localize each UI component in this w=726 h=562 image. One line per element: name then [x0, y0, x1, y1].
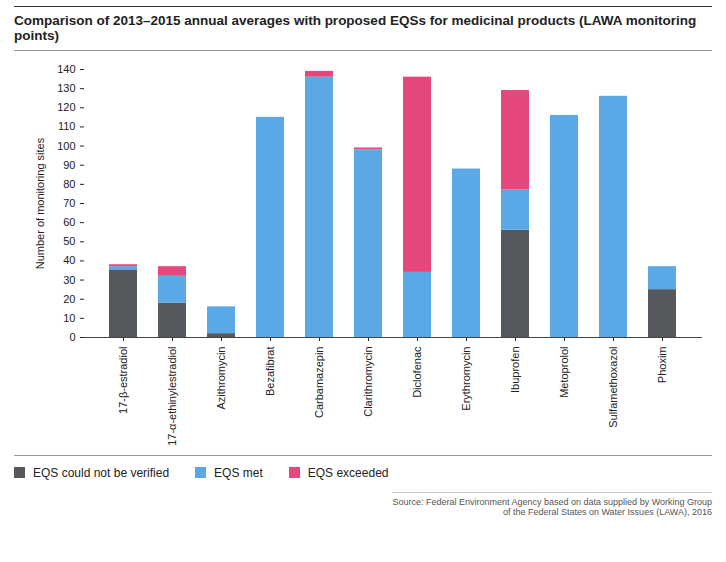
svg-text:120: 120: [57, 101, 75, 113]
svg-text:Azithromycin: Azithromycin: [215, 347, 227, 410]
svg-text:Phoxim: Phoxim: [656, 347, 668, 384]
html-text:EQS exceeded: EQS exceeded: [307, 466, 389, 480]
svg-text:100: 100: [57, 140, 75, 152]
svg-text:140: 140: [57, 63, 75, 75]
svg-text:30: 30: [63, 274, 75, 286]
svg-text:0: 0: [69, 331, 75, 343]
svg-text:50: 50: [63, 235, 75, 247]
svg-text:17-α-ethinylestradiol: 17-α-ethinylestradiol: [166, 347, 178, 446]
svg-text:Diclofenac: Diclofenac: [411, 346, 423, 398]
svg-text:60: 60: [63, 216, 75, 228]
svg-text:Carbamazepin: Carbamazepin: [313, 347, 325, 419]
svg-text:20: 20: [63, 293, 75, 305]
svg-text:Erythromycin: Erythromycin: [460, 347, 472, 411]
html-text:EQS could not be verified: EQS could not be verified: [33, 466, 170, 480]
svg-text:17-β-estradiol: 17-β-estradiol: [117, 347, 129, 414]
html-text:Comparison of 2013–2015 annual: Comparison of 2013–2015 annual averages …: [14, 13, 697, 43]
svg-text:70: 70: [63, 197, 75, 209]
svg-text:110: 110: [58, 120, 76, 132]
svg-text:Ibuprofen: Ibuprofen: [509, 347, 521, 393]
svg-text:90: 90: [63, 159, 75, 171]
svg-text:Bezafibrat: Bezafibrat: [264, 347, 276, 397]
html-text:Source: Federal Environment Ag: Source: Federal Environment Agency based…: [392, 497, 712, 517]
svg-text:130: 130: [57, 82, 75, 94]
html-text:EQS met: EQS met: [214, 466, 263, 480]
svg-text:40: 40: [63, 254, 75, 266]
svg-text:10: 10: [63, 312, 75, 324]
svg-text:80: 80: [63, 178, 75, 190]
svg-text:Sulfamethoxazol: Sulfamethoxazol: [607, 347, 619, 428]
svg-text:Clarithromycin: Clarithromycin: [362, 347, 374, 417]
svg-text:Metoprolol: Metoprolol: [558, 347, 570, 398]
svg-text:Number of monitoring sites: Number of monitoring sites: [34, 137, 46, 269]
